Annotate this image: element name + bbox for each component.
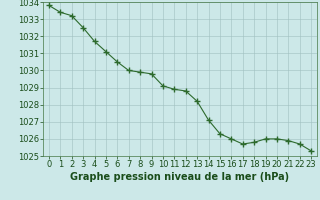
- X-axis label: Graphe pression niveau de la mer (hPa): Graphe pression niveau de la mer (hPa): [70, 172, 290, 182]
